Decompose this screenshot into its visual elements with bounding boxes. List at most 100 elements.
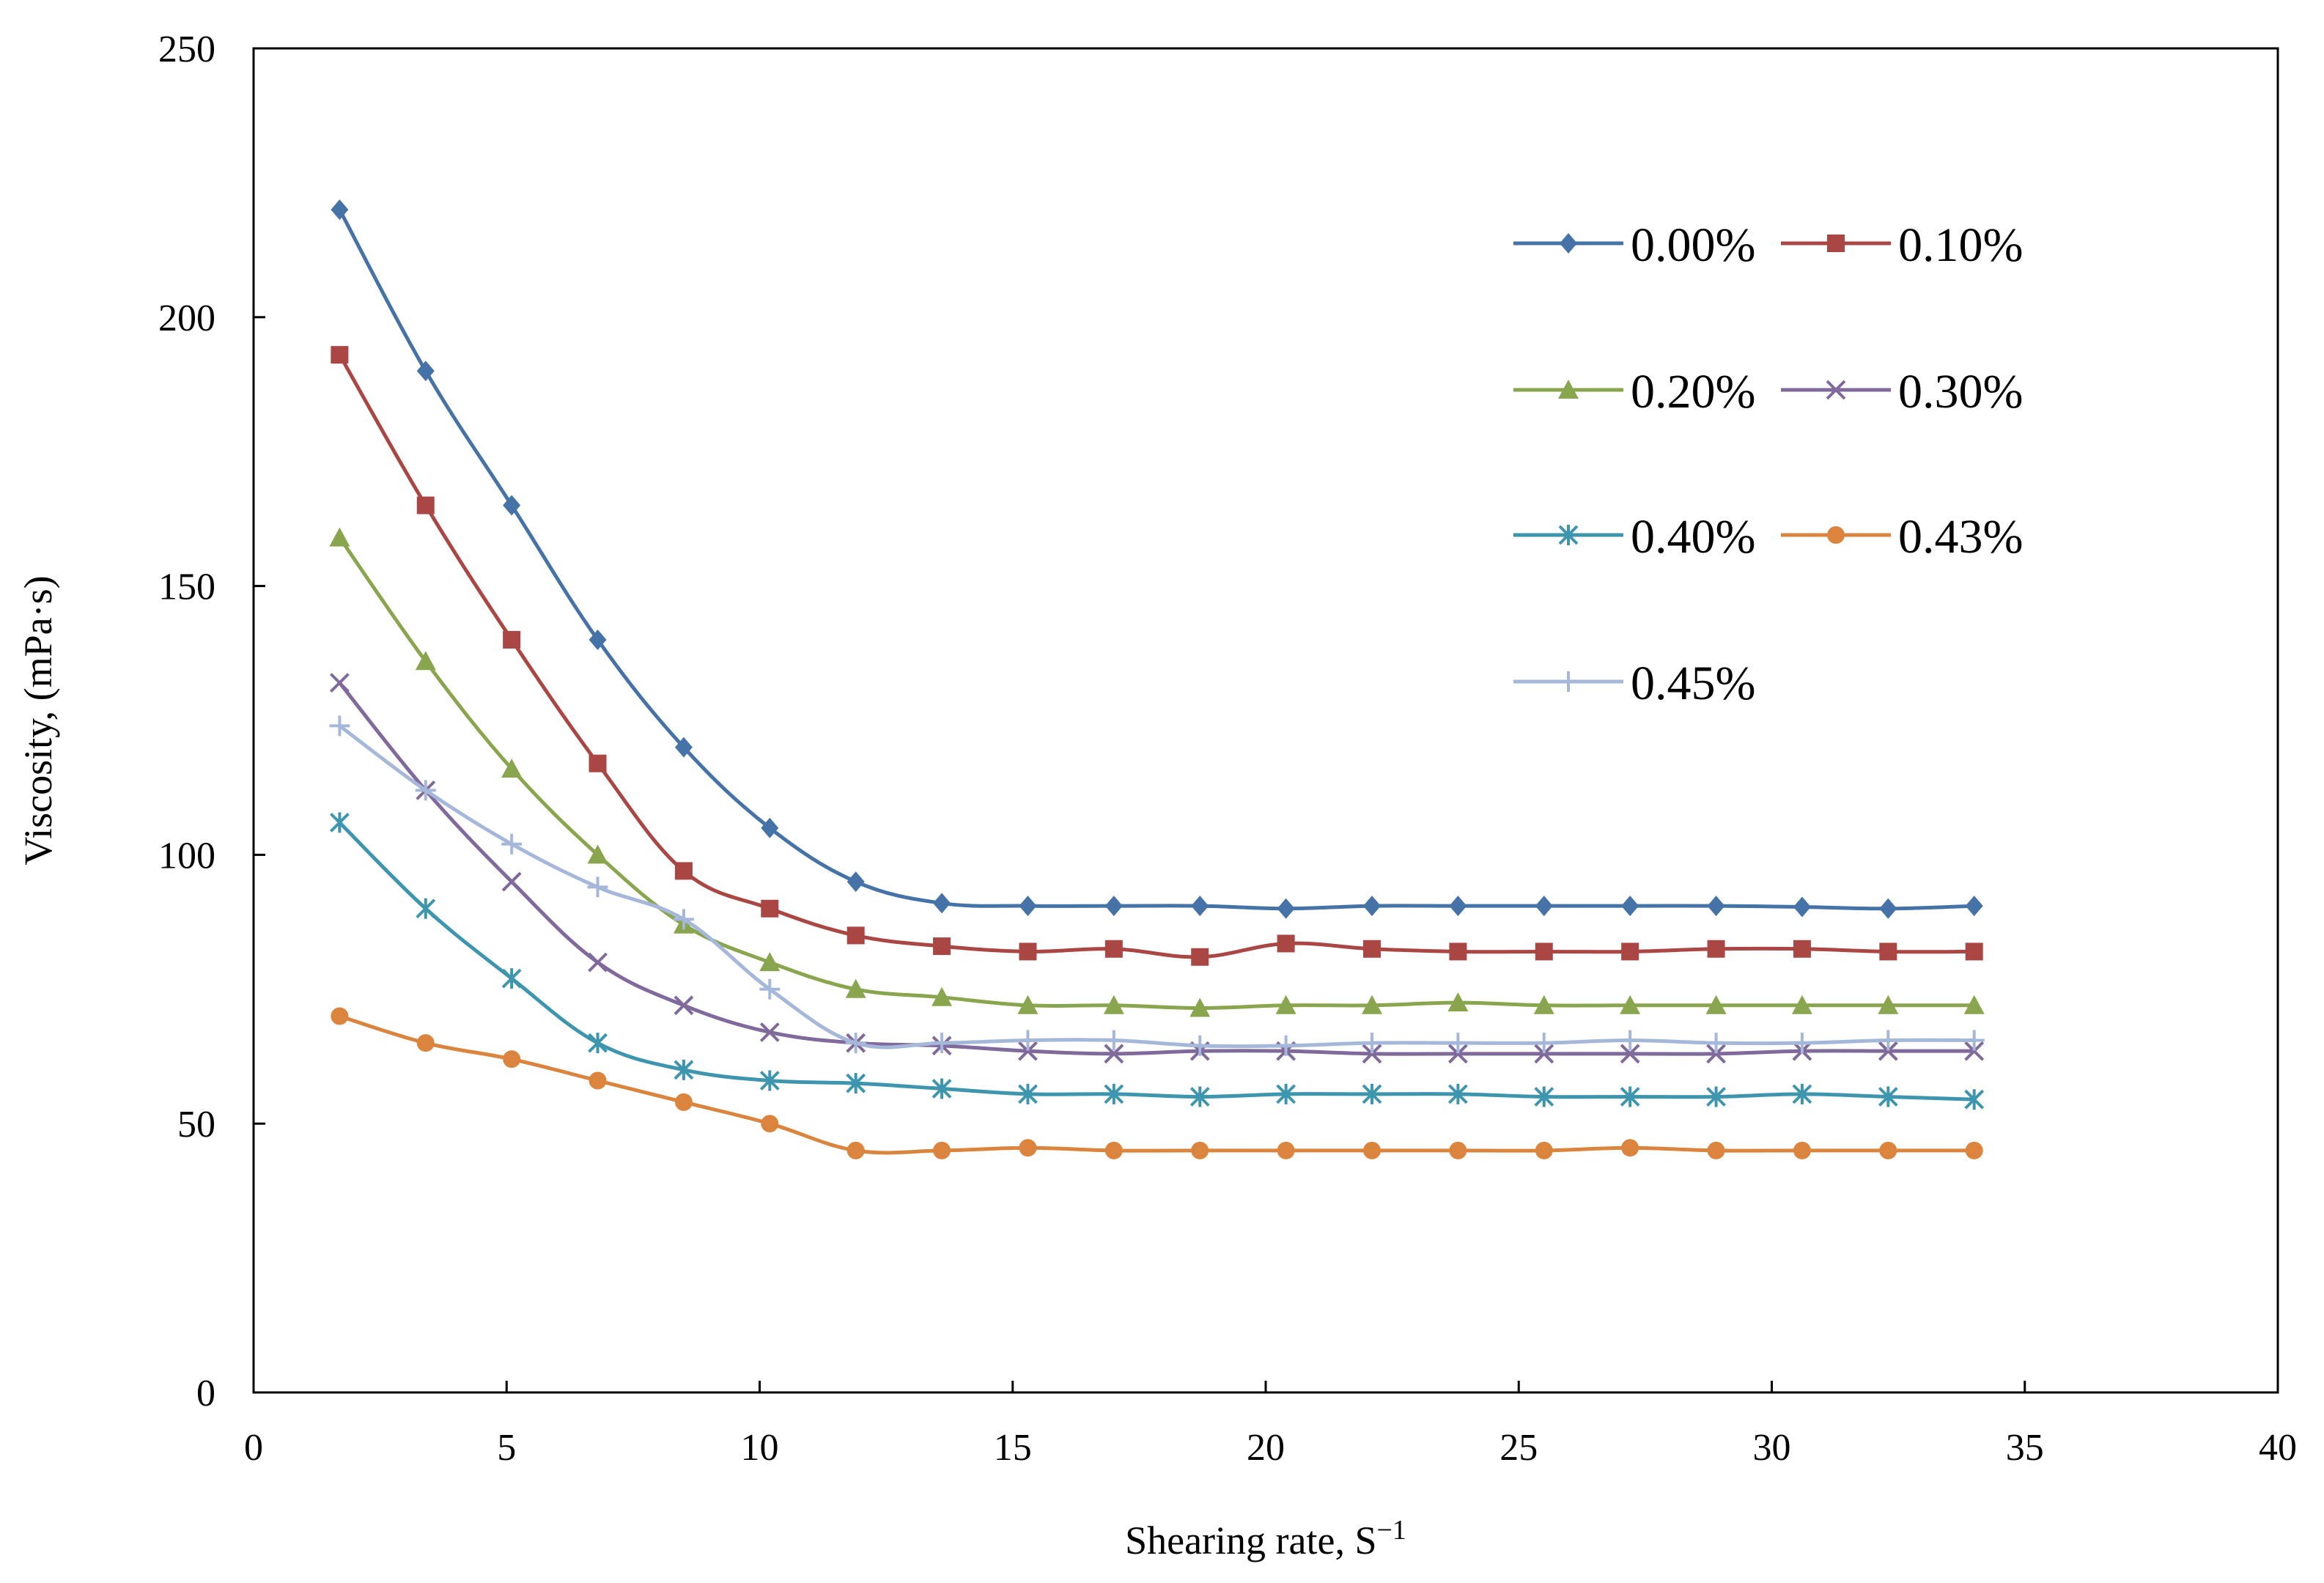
- marker-shape: [1363, 896, 1382, 917]
- marker-shape: [331, 1007, 349, 1025]
- marker-shape: [503, 630, 521, 649]
- marker-shape: [673, 909, 694, 930]
- marker-shape: [1826, 380, 1846, 400]
- x-axis-title: Shearing rate, S−1: [1125, 1515, 1406, 1562]
- data-point: [845, 978, 866, 998]
- data-point: [1275, 1035, 1296, 1056]
- data-point: [1792, 1083, 1812, 1104]
- marker-shape: [1449, 942, 1467, 961]
- data-point: [501, 759, 523, 778]
- data-point: [932, 986, 953, 1006]
- data-point: [1018, 1041, 1038, 1061]
- legend-item-0.00%: 0.00%: [1513, 218, 1755, 272]
- data-point: [1621, 942, 1639, 961]
- marker-shape: [1535, 942, 1553, 961]
- data-point: [501, 968, 522, 989]
- legend-label: 0.10%: [1898, 218, 2023, 272]
- data-point: [932, 1033, 953, 1054]
- marker-shape: [1191, 948, 1209, 966]
- marker-shape: [761, 899, 779, 918]
- data-point: [1879, 1141, 1897, 1159]
- series-0.00%: [331, 199, 1983, 919]
- marker-shape: [1017, 1030, 1039, 1051]
- x-axis-title-main: Shearing rate, S: [1125, 1519, 1376, 1562]
- data-point: [416, 898, 436, 919]
- data-point: [674, 995, 694, 1016]
- marker-shape: [331, 346, 349, 364]
- data-point: [1706, 1086, 1726, 1107]
- x-tick-label: 0: [244, 1427, 263, 1469]
- marker-shape: [329, 673, 350, 693]
- marker-shape: [1277, 934, 1295, 953]
- data-point: [329, 715, 350, 737]
- data-point: [1707, 940, 1725, 958]
- series-line: [338, 353, 1974, 959]
- marker-shape: [1535, 1141, 1553, 1159]
- data-point: [1277, 898, 1295, 919]
- data-point: [1362, 1033, 1383, 1054]
- marker-shape: [933, 893, 951, 914]
- data-point: [759, 1022, 780, 1042]
- marker-shape: [416, 496, 435, 514]
- marker-shape: [846, 871, 865, 893]
- data-point: [1104, 896, 1123, 917]
- marker-shape: [416, 1034, 435, 1052]
- data-point: [933, 893, 951, 914]
- data-point: [1706, 1044, 1726, 1064]
- marker-shape: [845, 978, 866, 998]
- data-point: [1535, 942, 1553, 961]
- series-line: [338, 682, 1974, 1056]
- marker-shape: [1363, 1141, 1382, 1159]
- marker-shape: [1879, 1141, 1897, 1159]
- marker-shape: [1558, 671, 1579, 692]
- data-point: [1191, 1141, 1209, 1159]
- data-point: [1963, 995, 1985, 1014]
- marker-shape: [1621, 896, 1639, 917]
- data-point: [1362, 1044, 1382, 1064]
- marker-shape: [415, 651, 436, 671]
- marker-shape: [1449, 896, 1467, 917]
- data-point: [1620, 995, 1641, 1014]
- marker-shape: [1018, 1041, 1038, 1061]
- data-point: [415, 780, 436, 801]
- x-tick-label: 5: [497, 1427, 516, 1469]
- marker-shape: [1104, 1141, 1123, 1159]
- series-0.20%: [329, 527, 1985, 1017]
- data-point: [846, 926, 865, 945]
- marker-shape: [1019, 896, 1037, 917]
- marker-shape: [1363, 940, 1382, 958]
- marker-shape: [759, 952, 781, 972]
- x-tick-label: 20: [1247, 1427, 1285, 1469]
- data-point: [1534, 1044, 1554, 1064]
- marker-shape: [1878, 1086, 1898, 1107]
- marker-shape: [587, 877, 608, 898]
- x-tick-label: 35: [2006, 1427, 2044, 1469]
- data-point: [759, 952, 781, 972]
- marker-shape: [1793, 940, 1811, 958]
- marker-shape: [1793, 896, 1811, 918]
- marker-shape: [329, 715, 350, 737]
- marker-shape: [1963, 1030, 1985, 1051]
- marker-shape: [1558, 525, 1579, 545]
- marker-shape: [1534, 1044, 1554, 1064]
- marker-shape: [1276, 1083, 1296, 1104]
- legend-item-0.30%: 0.30%: [1781, 365, 2023, 418]
- data-point: [1707, 896, 1725, 917]
- data-point: [1189, 1035, 1211, 1056]
- marker-shape: [674, 1059, 694, 1080]
- data-point: [1879, 898, 1897, 919]
- marker-shape: [1963, 995, 1985, 1014]
- data-point: [1189, 1086, 1210, 1107]
- marker-shape: [1827, 526, 1845, 544]
- data-point: [759, 978, 781, 1000]
- marker-shape: [1533, 1033, 1554, 1054]
- marker-shape: [1791, 995, 1812, 1014]
- marker-shape: [1621, 1139, 1639, 1157]
- data-point: [1878, 1086, 1898, 1107]
- data-point: [1104, 1083, 1124, 1104]
- marker-shape: [1707, 896, 1725, 917]
- marker-shape: [588, 1033, 608, 1054]
- marker-shape: [759, 1070, 780, 1091]
- data-point: [1189, 997, 1211, 1017]
